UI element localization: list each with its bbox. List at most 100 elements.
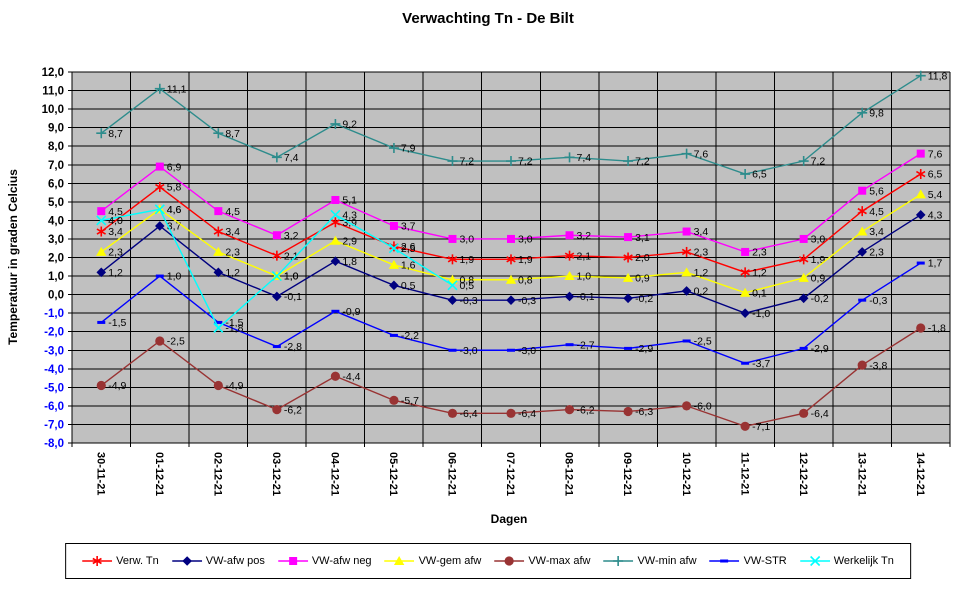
legend-label: VW-min afw xyxy=(637,555,697,567)
data-label: 5,4 xyxy=(928,189,943,201)
data-label: -6,4 xyxy=(518,408,536,420)
data-label: 1,6 xyxy=(401,260,416,272)
data-label: 7,2 xyxy=(459,156,474,168)
data-label: 2,0 xyxy=(635,252,650,264)
data-label: 1,2 xyxy=(752,267,767,279)
y-tick-label: 4,0 xyxy=(48,215,64,227)
chart-title: Verwachting Tn - De Bilt xyxy=(402,10,574,27)
data-label: -3,0 xyxy=(518,345,536,357)
data-label: 7,6 xyxy=(928,148,943,160)
data-label: 1,9 xyxy=(518,254,533,266)
x-tick-label: 02-12-21 xyxy=(211,452,223,496)
y-tick-label: -5,0 xyxy=(44,382,64,394)
legend-marker-vw-max-afw xyxy=(494,556,525,566)
data-label: 4,5 xyxy=(225,206,240,218)
data-label: 1,2 xyxy=(694,267,709,279)
x-tick-label: 09-12-21 xyxy=(621,452,633,496)
data-label: 3,0 xyxy=(518,234,533,246)
data-label: -0,2 xyxy=(635,293,653,305)
data-label: -2,7 xyxy=(577,339,595,351)
data-label: -0,3 xyxy=(869,295,887,307)
x-tick-label: 14-12-21 xyxy=(914,452,926,496)
y-axis-title: Temperatuur in graden Celcius xyxy=(6,169,20,345)
legend-label: VW-afw neg xyxy=(311,555,372,567)
data-label: -0,1 xyxy=(284,291,302,303)
data-label: -3,0 xyxy=(459,345,477,357)
data-label: -0,9 xyxy=(342,306,360,318)
series-vw-gem-afw: 2,3 4,6 2,3 1,0 2,9 1,6 0,8 0,8 1,0 0,9 1,2 0,1 0,9 3… xyxy=(96,189,942,299)
data-label: 0,5 xyxy=(401,280,416,292)
data-label: 7,2 xyxy=(811,156,826,168)
data-label: 4,6 xyxy=(167,204,182,216)
data-label: -2,9 xyxy=(811,343,829,355)
series-vw-afw-neg: 4,5 6,9 4,5 3,2 5,1 3,7 3,0 3,0 3,2 3,1 3,4 2,3 3,0 5… xyxy=(97,148,943,259)
data-label: -0,2 xyxy=(811,293,829,305)
y-tick-label: 8,0 xyxy=(48,141,64,153)
y-tick-label: -3,0 xyxy=(44,345,64,357)
y-tick-label: 9,0 xyxy=(48,123,64,135)
x-tick-label: 01-12-21 xyxy=(153,452,165,496)
data-label: -1,8 xyxy=(928,323,946,335)
data-label: 2,1 xyxy=(284,250,299,262)
series-vw-str: -1,5 1,0 -1,5 -2,8 -0,9 -2,2 -3,0 -3,0 -2,7 -2,9 -… xyxy=(97,258,942,370)
data-label: 2,9 xyxy=(342,235,357,247)
data-label: 6,5 xyxy=(928,169,943,181)
y-tick-label: -6,0 xyxy=(44,401,64,413)
series-werkelijk-tn: 4,0 4,6 -1,8 1,0 4,3 2,5 0,5 xyxy=(96,204,474,335)
legend-item-vw-max-afw: VW-max afw xyxy=(494,555,590,567)
data-label: 7,4 xyxy=(284,152,299,164)
data-label: -0,3 xyxy=(518,295,536,307)
legend-marker-vw-gem-afw xyxy=(384,556,415,565)
data-label: 2,3 xyxy=(694,247,709,259)
data-label: -4,4 xyxy=(342,371,360,383)
data-label: -2,2 xyxy=(401,330,419,342)
legend-marker-verw-tn xyxy=(82,556,113,566)
y-tick-label: -1,0 xyxy=(44,308,64,320)
data-label: -4,9 xyxy=(108,380,126,392)
legend-label: VW-STR xyxy=(743,555,787,567)
data-label: -1,8 xyxy=(225,323,243,335)
data-label: 3,2 xyxy=(577,230,592,242)
data-label: 2,3 xyxy=(869,247,884,259)
data-label: 0,9 xyxy=(811,273,826,285)
data-label: 2,3 xyxy=(225,247,240,259)
legend-label: Verw. Tn xyxy=(116,555,159,567)
data-label: 3,4 xyxy=(225,226,240,238)
data-label: -1,0 xyxy=(752,308,770,320)
data-label: 2,3 xyxy=(108,247,123,259)
data-label: -6,0 xyxy=(694,401,712,413)
data-label: 1,0 xyxy=(284,271,299,283)
legend-marker-vw-afw-neg xyxy=(277,557,308,565)
data-label: 4,0 xyxy=(108,215,123,227)
data-label: 1,8 xyxy=(342,256,357,268)
data-label: -2,9 xyxy=(635,343,653,355)
data-label: 0,2 xyxy=(694,286,709,298)
data-label: -2,8 xyxy=(284,341,302,353)
data-label: 0,9 xyxy=(635,273,650,285)
legend-item-verw-tn: Verw. Tn xyxy=(82,555,159,567)
data-label: 3,1 xyxy=(635,232,650,244)
data-label: 5,6 xyxy=(869,185,884,197)
data-label: 1,0 xyxy=(167,271,182,283)
y-tick-label: 3,0 xyxy=(48,234,64,246)
data-label: 1,0 xyxy=(577,271,592,283)
data-label: 6,5 xyxy=(752,169,767,181)
data-label: 3,0 xyxy=(811,234,826,246)
data-label: -7,1 xyxy=(752,421,770,433)
data-label: 7,4 xyxy=(577,152,592,164)
data-label: 9,8 xyxy=(869,107,884,119)
data-label: 5,1 xyxy=(342,195,357,207)
data-label: -2,5 xyxy=(694,336,712,348)
data-label: 3,4 xyxy=(694,226,709,238)
data-label: 3,2 xyxy=(284,230,299,242)
legend-item-vw-min-afw: VW-min afw xyxy=(603,555,697,567)
data-label: 0,1 xyxy=(752,287,767,299)
data-label: -0,1 xyxy=(577,291,595,303)
data-label: 1,2 xyxy=(108,267,123,279)
x-tick-label: 04-12-21 xyxy=(329,452,341,496)
legend-label: VW-gem afw xyxy=(418,555,482,567)
data-label: -6,2 xyxy=(284,404,302,416)
data-label: -0,3 xyxy=(459,295,477,307)
x-tick-label: 05-12-21 xyxy=(387,452,399,496)
